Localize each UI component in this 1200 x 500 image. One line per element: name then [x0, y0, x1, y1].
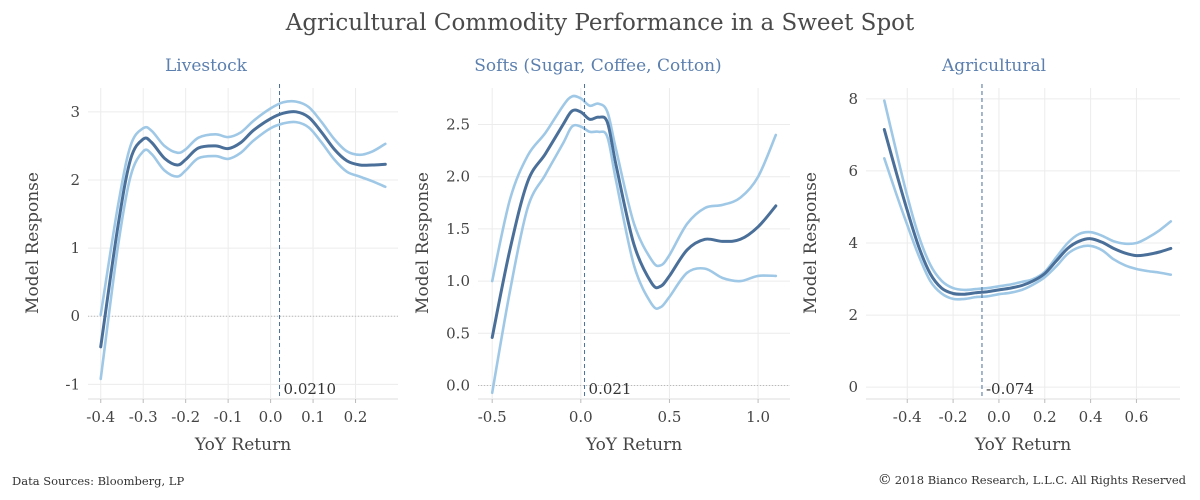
panel-1-ytick-label-1: 0	[70, 307, 80, 325]
panel-2-ytick-label-0: 0.0	[446, 376, 470, 394]
panel-2-series-upper-line	[490, 94, 778, 283]
panel-3-xtick-label-2: 0.0	[987, 408, 1011, 426]
panel-1-xtick-label-2: -0.2	[171, 408, 200, 426]
panel-1-series-fit-line	[99, 110, 387, 349]
copyright-icon: ©	[877, 472, 892, 488]
panel-2-xtick-label-1: 0.0	[569, 408, 593, 426]
panel-3-xtick-label-1: -0.2	[939, 408, 968, 426]
panel-1-ytick-label-3: 2	[70, 171, 80, 189]
panel-1-xtick-label-6: 0.2	[344, 408, 368, 426]
panel-3-series-lower-line	[883, 157, 1173, 301]
panel-1-ytick-label-4: 3	[70, 103, 80, 121]
panel-1-xtick-label-4: 0.0	[259, 408, 283, 426]
panel-3-y-axis-label: Model Response	[801, 172, 821, 314]
panel-2-vline-label: 0.021	[589, 380, 632, 398]
panel-2-xtick-label-2: 0.5	[658, 408, 682, 426]
panel-2-ytick-label-4: 2.0	[446, 168, 470, 186]
panel-1-xtick-label-5: 0.1	[301, 408, 325, 426]
chart-title: Agricultural Commodity Performance in a …	[285, 10, 915, 36]
panel-2-x-axis-label: YoY Return	[585, 435, 682, 455]
panel-1-xtick-label-3: -0.1	[214, 408, 243, 426]
panel-2-series-fit-line	[490, 108, 778, 339]
panel-3-xtick-label-4: 0.4	[1079, 408, 1103, 426]
panel-1-ytick-label-0: -1	[65, 375, 80, 393]
panel-2-ytick-label-3: 1.5	[446, 220, 470, 238]
panel-3-ytick-label-3: 6	[848, 162, 858, 180]
panel-3-x-axis-label: YoY Return	[974, 435, 1071, 455]
copyright-note: © 2018 Bianco Research, L.L.C. All Rights…	[878, 472, 1186, 488]
panel-1-title: Livestock	[165, 56, 248, 76]
panel-1-vline-label: 0.0210	[284, 380, 337, 398]
panel-3-ytick-label-0: 0	[848, 378, 858, 396]
panel-2-ytick-label-1: 0.5	[446, 324, 470, 342]
panel-3-ytick-label-4: 8	[848, 90, 858, 108]
panel-2-ytick-label-5: 2.5	[446, 116, 470, 134]
panel-3-xtick-label-0: -0.4	[893, 408, 922, 426]
panel-3-xtick-label-5: 0.6	[1125, 408, 1149, 426]
panel-2-ytick-label-2: 1.0	[446, 272, 470, 290]
panel-1-series-upper-line	[99, 99, 387, 317]
panel-2-title: Softs (Sugar, Coffee, Cotton)	[474, 56, 721, 76]
panel-1-ytick-label-2: 1	[70, 239, 80, 257]
data-sources-note: Data Sources: Bloomberg, LP	[12, 474, 185, 488]
panel-3-title: Agricultural	[941, 56, 1046, 76]
panel-2-y-axis-label: Model Response	[413, 172, 433, 314]
copyright-text: 2018 Bianco Research, L.L.C. All Rights …	[894, 473, 1186, 487]
panel-1-y-axis-label: Model Response	[23, 172, 43, 314]
panel-3-ytick-label-2: 4	[848, 234, 858, 252]
panel-3-xtick-label-3: 0.2	[1033, 408, 1057, 426]
panel-3-ytick-label-1: 2	[848, 306, 858, 324]
panel-3-series-upper-line	[883, 99, 1173, 292]
panel-1-xtick-label-1: -0.3	[129, 408, 158, 426]
panel-3-vline-label: -0.074	[986, 380, 1034, 398]
panel-3-series-fit-line	[882, 128, 1173, 296]
panel-2-series-lower-line	[490, 123, 778, 395]
panel-1-x-axis-label: YoY Return	[194, 435, 291, 455]
panel-1-xtick-label-0: -0.4	[86, 408, 115, 426]
panel-2-xtick-label-3: 1.0	[746, 408, 770, 426]
panel-1-series-lower-line	[99, 120, 387, 381]
panel-2-xtick-label-0: -0.5	[478, 408, 507, 426]
